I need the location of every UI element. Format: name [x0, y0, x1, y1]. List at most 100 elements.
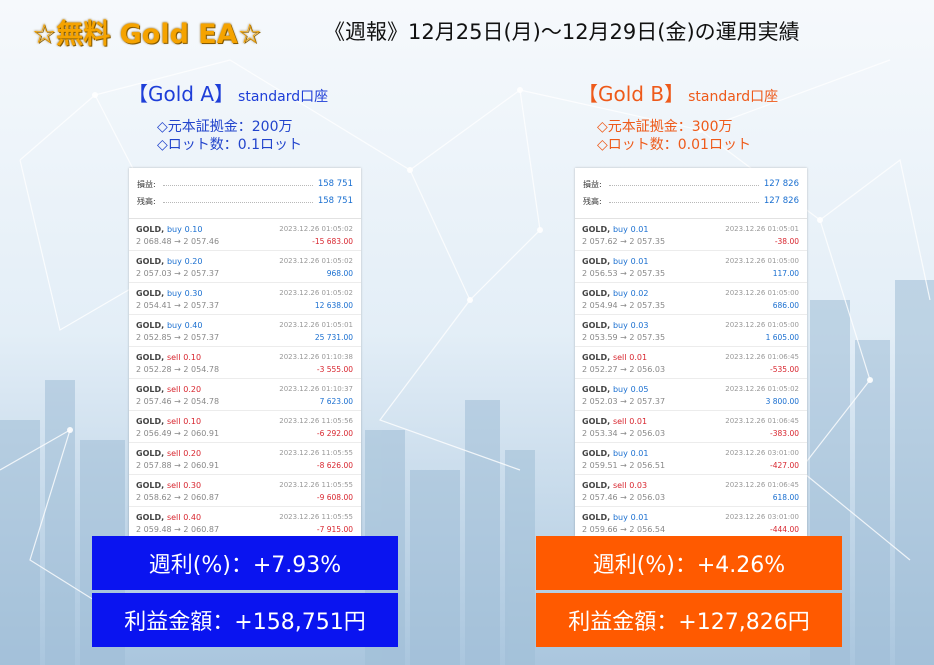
trade-side: sell: [612, 481, 627, 490]
trade-profit: 618.00: [772, 493, 799, 502]
trade-lot: 0.02: [630, 289, 649, 298]
trade-time: 2023.12.26 03:01:00: [725, 449, 799, 457]
profit-summary-row: 損益: 158 751: [137, 176, 353, 193]
balance-label: 残高:: [137, 196, 159, 207]
trade-instrument: GOLD, buy 0.01: [582, 225, 648, 234]
account-b-weekly-rate: 週利(%)：+4.26%: [536, 536, 842, 590]
trade-prices: 2 056.49 → 2 060.91: [136, 429, 220, 438]
trade-instrument: GOLD, sell 0.01: [582, 417, 647, 426]
trade-lot: 0.01: [630, 513, 649, 522]
trade-row[interactable]: GOLD, buy 0.01 2 059.66 → 2 056.54 2023.12…: [575, 507, 807, 536]
trade-lot: 0.01: [629, 417, 648, 426]
trade-side: sell: [612, 353, 627, 362]
trade-row[interactable]: GOLD, sell 0.01 2 052.27 → 2 056.03 2023.1…: [575, 347, 807, 379]
trade-side: buy: [166, 225, 182, 234]
trade-lot: 0.10: [183, 353, 202, 362]
trade-symbol: GOLD,: [136, 449, 165, 458]
trade-prices: 2 058.62 → 2 060.87: [136, 493, 220, 502]
trade-instrument: GOLD, sell 0.30: [136, 481, 201, 490]
account-b-capital: ◇元本証拠金：300万: [597, 119, 733, 135]
balance-summary-row: 残高: 158 751: [137, 193, 353, 210]
trade-profit: -8 626.00: [316, 461, 353, 470]
account-b-lots: ◇ロット数：0.01ロット: [597, 137, 751, 153]
balance-value: 158 751: [317, 196, 353, 206]
trade-row[interactable]: GOLD, sell 0.40 2 059.48 → 2 060.87 2023.1…: [129, 507, 361, 536]
trade-symbol: GOLD,: [582, 321, 611, 330]
trade-lot: 0.10: [184, 225, 203, 234]
trade-instrument: GOLD, sell 0.10: [136, 417, 201, 426]
trade-lot: 0.01: [629, 353, 648, 362]
trade-side: buy: [612, 385, 628, 394]
trade-symbol: GOLD,: [582, 417, 611, 426]
trade-profit: -15 683.00: [312, 237, 353, 246]
profit-value: 158 751: [317, 179, 353, 189]
trade-row[interactable]: GOLD, sell 0.10 2 056.49 → 2 060.91 2023.1…: [129, 411, 361, 443]
trade-row[interactable]: GOLD, buy 0.01 2 057.62 → 2 057.35 2023.12…: [575, 219, 807, 251]
trade-row[interactable]: GOLD, buy 0.40 2 052.85 → 2 057.37 2023.12…: [129, 315, 361, 347]
trade-side: buy: [166, 257, 182, 266]
trade-symbol: GOLD,: [136, 385, 165, 394]
trade-time: 2023.12.26 01:06:45: [725, 481, 799, 489]
trade-lot: 0.20: [183, 385, 202, 394]
trade-row[interactable]: GOLD, buy 0.03 2 053.59 → 2 057.35 2023.12…: [575, 315, 807, 347]
trade-profit: -3 555.00: [316, 365, 353, 374]
trade-profit: -9 608.00: [316, 493, 353, 502]
trade-time: 2023.12.26 01:05:00: [725, 257, 799, 265]
trade-instrument: GOLD, buy 0.02: [582, 289, 648, 298]
trade-row[interactable]: GOLD, buy 0.20 2 057.03 → 2 057.37 2023.12…: [129, 251, 361, 283]
trade-row[interactable]: GOLD, buy 0.02 2 054.94 → 2 057.35 2023.12…: [575, 283, 807, 315]
trade-row[interactable]: GOLD, sell 0.10 2 052.28 → 2 054.78 2023.1…: [129, 347, 361, 379]
trade-lot: 0.03: [630, 321, 649, 330]
balance-label: 残高:: [583, 196, 605, 207]
trade-row[interactable]: GOLD, sell 0.30 2 058.62 → 2 060.87 2023.1…: [129, 475, 361, 507]
trade-row[interactable]: GOLD, buy 0.05 2 052.03 → 2 057.37 2023.12…: [575, 379, 807, 411]
trade-row[interactable]: GOLD, sell 0.20 2 057.46 → 2 054.78 2023.1…: [129, 379, 361, 411]
trade-row[interactable]: GOLD, sell 0.03 2 057.46 → 2 056.03 2023.1…: [575, 475, 807, 507]
trade-side: sell: [166, 513, 181, 522]
trade-row[interactable]: GOLD, buy 0.10 2 068.48 → 2 057.46 2023.12…: [129, 219, 361, 251]
trade-side: buy: [612, 449, 628, 458]
brand-title: ☆無料 Gold EA☆: [32, 19, 262, 50]
balance-summary-row: 残高: 127 826: [583, 193, 799, 210]
trade-profit: -427.00: [770, 461, 799, 470]
trade-time: 2023.12.26 01:05:01: [279, 321, 353, 329]
trade-lot: 0.01: [630, 257, 649, 266]
trade-time: 2023.12.26 11:05:55: [279, 449, 353, 457]
account-b-name: 【Gold B】: [578, 82, 685, 106]
trade-time: 2023.12.26 01:05:02: [725, 385, 799, 393]
trade-lot: 0.10: [183, 417, 202, 426]
trade-time: 2023.12.26 03:01:00: [725, 513, 799, 521]
trade-profit: -444.00: [770, 525, 799, 534]
trade-profit: 968.00: [326, 269, 353, 278]
trade-lot: 0.30: [184, 289, 203, 298]
trade-instrument: GOLD, sell 0.03: [582, 481, 647, 490]
trade-time: 2023.12.26 01:05:02: [279, 225, 353, 233]
trade-time: 2023.12.26 11:05:56: [279, 417, 353, 425]
trade-prices: 2 056.53 → 2 057.35: [582, 269, 666, 278]
trade-lot: 0.03: [629, 481, 648, 490]
trade-instrument: GOLD, sell 0.20: [136, 385, 201, 394]
trade-prices: 2 057.62 → 2 057.35: [582, 237, 666, 246]
trade-side: sell: [166, 481, 181, 490]
trade-prices: 2 059.51 → 2 056.51: [582, 461, 666, 470]
trade-time: 2023.12.26 01:06:45: [725, 353, 799, 361]
trade-row[interactable]: GOLD, buy 0.30 2 054.41 → 2 057.37 2023.12…: [129, 283, 361, 315]
account-a-lots: ◇ロット数：0.1ロット: [157, 137, 303, 153]
profit-label: 損益:: [137, 179, 159, 190]
trade-lot: 0.01: [630, 449, 649, 458]
trade-side: sell: [612, 417, 627, 426]
trade-instrument: GOLD, buy 0.20: [136, 257, 202, 266]
trade-prices: 2 057.03 → 2 057.37: [136, 269, 220, 278]
trade-row[interactable]: GOLD, sell 0.20 2 057.88 → 2 060.91 2023.1…: [129, 443, 361, 475]
trade-lot: 0.01: [630, 225, 649, 234]
account-a-name: 【Gold A】: [128, 82, 235, 106]
trade-row[interactable]: GOLD, buy 0.01 2 056.53 → 2 057.35 2023.12…: [575, 251, 807, 283]
trade-prices: 2 054.41 → 2 057.37: [136, 301, 220, 310]
trade-row[interactable]: GOLD, sell 0.01 2 053.34 → 2 056.03 2023.1…: [575, 411, 807, 443]
trade-prices: 2 053.34 → 2 056.03: [582, 429, 666, 438]
account-a-weekly-rate: 週利(%)：+7.93%: [92, 536, 398, 590]
trade-prices: 2 052.03 → 2 057.37: [582, 397, 666, 406]
trade-profit: -6 292.00: [316, 429, 353, 438]
trade-row[interactable]: GOLD, buy 0.01 2 059.51 → 2 056.51 2023.12…: [575, 443, 807, 475]
trade-prices: 2 059.66 → 2 056.54: [582, 525, 666, 534]
